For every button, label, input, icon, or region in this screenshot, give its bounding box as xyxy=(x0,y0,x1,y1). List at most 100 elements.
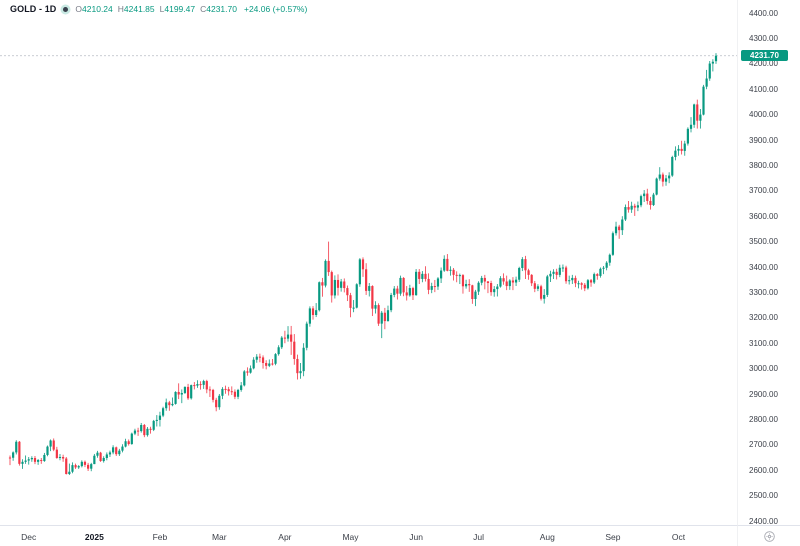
candle-body xyxy=(402,277,405,293)
candle-body xyxy=(521,259,524,269)
market-status-icon xyxy=(63,6,69,12)
candle-body xyxy=(155,419,158,421)
candle-body xyxy=(258,356,262,358)
price-tick-label: 2400.00 xyxy=(749,516,778,526)
candle-body xyxy=(643,193,646,197)
candle-body xyxy=(605,262,608,268)
candle-body xyxy=(577,283,580,285)
candle-body xyxy=(496,286,499,290)
candle-body xyxy=(693,104,696,125)
candle-body xyxy=(161,408,165,416)
open-label: O xyxy=(75,4,83,14)
candle-body xyxy=(518,268,521,280)
candle-body xyxy=(261,357,265,364)
price-tick-label: 3200.00 xyxy=(749,313,778,323)
candle-body xyxy=(77,466,80,468)
candle-body xyxy=(333,279,336,296)
symbol-title[interactable]: GOLD - 1D xyxy=(10,4,57,14)
candle-body xyxy=(311,308,315,316)
candle-body xyxy=(336,279,340,288)
candle-body xyxy=(165,402,168,409)
time-tick-month: Dec xyxy=(21,532,37,542)
candle-body xyxy=(171,403,174,406)
candle-body xyxy=(543,294,546,299)
candle-body xyxy=(536,286,540,289)
time-tick-month: Oct xyxy=(671,532,686,542)
candle-body xyxy=(80,461,83,467)
candle-body xyxy=(280,337,283,348)
candle-body xyxy=(371,286,374,309)
candle-body xyxy=(421,273,424,279)
price-tick-label: 3900.00 xyxy=(749,135,778,145)
candle-body xyxy=(299,371,302,374)
time-axis[interactable]: Dec 2025 Feb Mar Apr May Jun Jul Aug Sep Oct xyxy=(0,525,737,546)
candle-body xyxy=(224,388,227,390)
open-value: 4210.24 xyxy=(82,4,113,14)
candle-body xyxy=(74,465,77,468)
candle-body xyxy=(30,458,33,460)
time-tick-month: Sep xyxy=(605,532,621,542)
price-tick-label: 3400.00 xyxy=(749,262,778,272)
chart-pane[interactable]: GOLD - 1D O4210.24 H4241.85 L4199.47 C42… xyxy=(0,0,737,525)
candle-body xyxy=(240,385,243,390)
candle-body xyxy=(411,288,415,296)
candle-body xyxy=(689,124,693,129)
candle-body xyxy=(58,456,62,459)
candle-body xyxy=(661,174,664,182)
candle-body xyxy=(436,278,440,287)
candle-body xyxy=(327,260,330,273)
candle-body xyxy=(108,452,112,455)
price-axis[interactable]: 4231.70 4400.00 4300.00 4200.00 4100.00 4000… xyxy=(737,0,800,526)
candle-body xyxy=(90,464,93,469)
candle-body xyxy=(552,271,555,274)
candle-body xyxy=(105,454,108,459)
candle-body xyxy=(158,415,162,420)
candle-body xyxy=(215,399,218,408)
candle-body xyxy=(489,283,493,293)
candle-body xyxy=(296,358,299,374)
candle-body xyxy=(505,281,508,287)
candle-body xyxy=(146,428,149,436)
candlestick-chart[interactable] xyxy=(0,0,737,525)
candle-body xyxy=(55,449,58,459)
candle-body xyxy=(277,347,280,355)
time-tick-month: May xyxy=(342,532,359,542)
candle-body xyxy=(124,441,127,447)
candle-body xyxy=(308,308,311,324)
price-tick-label: 3300.00 xyxy=(749,287,778,297)
candle-body xyxy=(596,274,599,276)
low-value: 4199.47 xyxy=(164,4,196,14)
candle-body xyxy=(599,268,602,276)
candle-body xyxy=(318,282,321,311)
candle-body xyxy=(274,354,277,364)
candle-body xyxy=(439,270,443,279)
time-tick-month: Apr xyxy=(278,532,292,542)
gear-icon[interactable] xyxy=(764,531,775,542)
time-tick-year: 2025 xyxy=(84,532,104,542)
candle-body xyxy=(455,274,458,276)
high-value: 4241.85 xyxy=(123,4,155,14)
candle-body xyxy=(564,267,568,282)
candle-body xyxy=(321,282,324,286)
candle-body xyxy=(12,452,15,458)
candle-body xyxy=(290,334,293,342)
candle-body xyxy=(677,148,680,151)
price-tick-label: 4200.00 xyxy=(749,59,778,69)
candle-body xyxy=(430,286,433,290)
candle-body xyxy=(111,447,115,453)
candle-body xyxy=(418,271,421,279)
candle-body xyxy=(27,459,30,461)
candle-body xyxy=(49,440,52,447)
candle-body xyxy=(424,273,427,279)
time-tick-month: Feb xyxy=(152,532,168,542)
candle-body xyxy=(586,280,590,289)
candle-body xyxy=(714,55,718,62)
candle-body xyxy=(286,334,290,339)
candle-body xyxy=(330,272,333,296)
candle-body xyxy=(115,447,118,455)
candle-body xyxy=(464,284,468,287)
candle-body xyxy=(190,385,193,399)
candle-body xyxy=(683,143,686,151)
candle-body xyxy=(671,157,674,176)
candle-body xyxy=(433,286,436,288)
